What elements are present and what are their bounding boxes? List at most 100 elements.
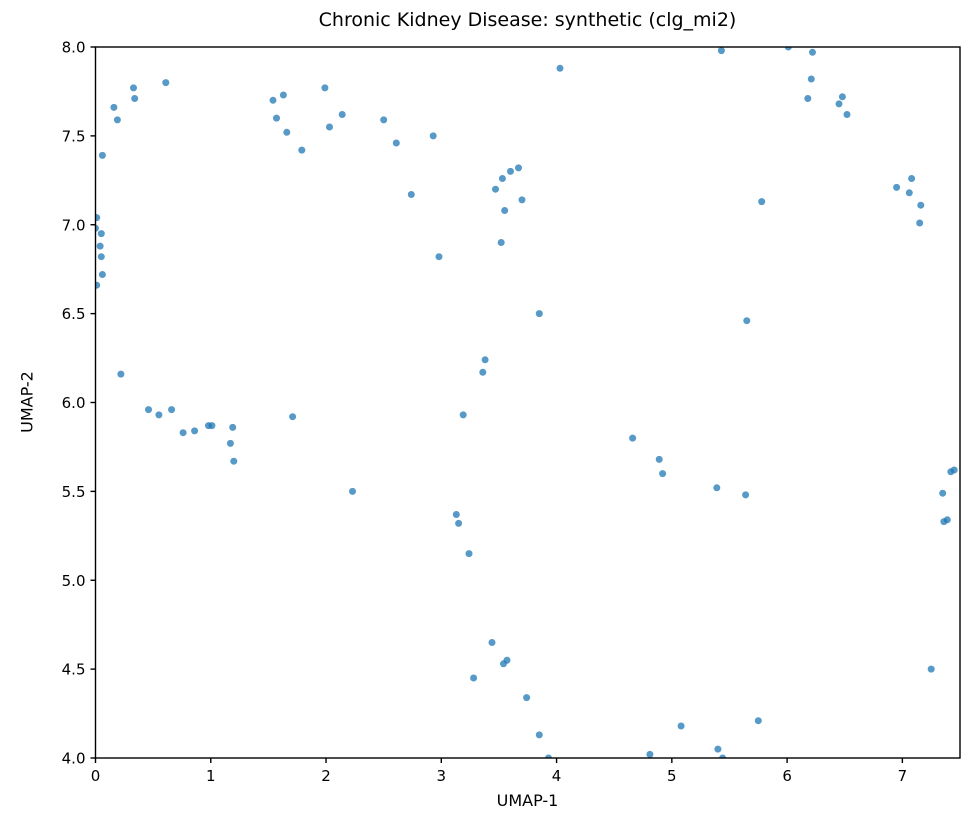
data-point — [507, 167, 514, 175]
data-point — [145, 406, 152, 414]
data-point — [289, 413, 297, 421]
data-point — [556, 64, 564, 72]
x-tick-label: 5 — [667, 767, 677, 785]
x-tick-label: 7 — [898, 767, 908, 785]
data-point — [518, 196, 526, 204]
scatter-points — [95, 47, 958, 758]
data-point — [429, 132, 437, 140]
data-point — [98, 271, 106, 278]
data-point — [481, 356, 489, 364]
data-point — [230, 457, 238, 465]
data-point — [95, 224, 99, 232]
data-point — [470, 674, 478, 682]
data-point — [754, 717, 762, 725]
data-point — [117, 370, 125, 378]
data-point — [719, 754, 727, 758]
data-point — [677, 722, 685, 730]
data-point — [838, 93, 846, 101]
data-point — [503, 656, 511, 664]
data-point — [908, 175, 916, 182]
data-point — [269, 96, 277, 104]
data-point — [646, 750, 654, 758]
data-point — [283, 128, 291, 136]
data-point — [273, 114, 280, 122]
data-point — [809, 48, 816, 56]
data-point — [893, 183, 901, 191]
axes-box — [94, 46, 961, 759]
data-point — [714, 745, 722, 753]
data-point — [939, 489, 947, 497]
data-point — [807, 75, 815, 83]
data-point — [95, 214, 101, 222]
x-tick-label: 6 — [782, 767, 792, 785]
data-point — [916, 219, 924, 227]
y-tick-label: 5.5 — [62, 483, 86, 501]
data-point — [131, 95, 139, 102]
data-point — [927, 665, 935, 673]
y-tick-label: 6.0 — [62, 394, 86, 412]
data-point — [97, 230, 105, 238]
x-tick-label: 3 — [437, 767, 447, 785]
data-point — [535, 310, 543, 318]
data-point — [515, 164, 522, 172]
data-point — [742, 491, 750, 499]
data-point — [392, 139, 400, 147]
data-point — [229, 423, 237, 431]
data-point — [226, 439, 234, 447]
y-tick-label: 4.5 — [62, 661, 86, 679]
data-point — [110, 103, 118, 111]
y-tick-label: 4.0 — [62, 750, 86, 768]
data-point — [96, 242, 104, 250]
data-point — [162, 79, 170, 87]
data-point — [208, 422, 216, 430]
data-point — [326, 123, 333, 131]
data-point — [917, 201, 925, 209]
data-point — [435, 253, 443, 261]
data-point — [629, 434, 637, 442]
data-point — [113, 116, 121, 124]
data-point — [321, 84, 329, 92]
data-point — [545, 754, 552, 758]
data-point — [130, 84, 137, 92]
data-point — [743, 317, 751, 325]
x-tick-label: 2 — [321, 767, 331, 785]
data-point — [717, 47, 725, 55]
data-point — [298, 146, 306, 154]
data-point — [804, 95, 812, 102]
x-axis-label: UMAP-1 — [496, 791, 559, 810]
data-point — [784, 47, 792, 51]
data-point — [179, 429, 187, 437]
data-point — [950, 466, 958, 474]
x-tick-label: 1 — [206, 767, 216, 785]
data-point — [488, 639, 496, 646]
data-point — [465, 550, 473, 558]
data-point — [279, 91, 287, 99]
data-point — [905, 189, 913, 197]
data-point — [492, 185, 499, 193]
data-point — [191, 427, 199, 435]
data-point — [455, 519, 463, 527]
data-point — [452, 511, 460, 518]
y-tick-label: 6.5 — [62, 305, 86, 323]
data-point — [95, 281, 101, 289]
x-tick-label: 4 — [552, 767, 562, 785]
data-point — [835, 100, 843, 108]
data-point — [155, 411, 163, 419]
data-point — [459, 411, 467, 419]
data-point — [497, 239, 505, 246]
data-point — [523, 694, 531, 702]
data-point — [943, 516, 951, 524]
data-point — [380, 116, 388, 124]
data-point — [407, 191, 415, 198]
y-tick-label: 7.0 — [62, 216, 86, 234]
data-point — [713, 484, 721, 492]
y-tick-label: 8.0 — [62, 39, 86, 57]
data-point — [97, 253, 105, 261]
y-tick-label: 5.0 — [62, 572, 86, 590]
data-point — [758, 198, 766, 206]
data-point — [655, 455, 663, 463]
data-point — [349, 487, 356, 495]
y-tick-label: 7.5 — [62, 127, 86, 145]
